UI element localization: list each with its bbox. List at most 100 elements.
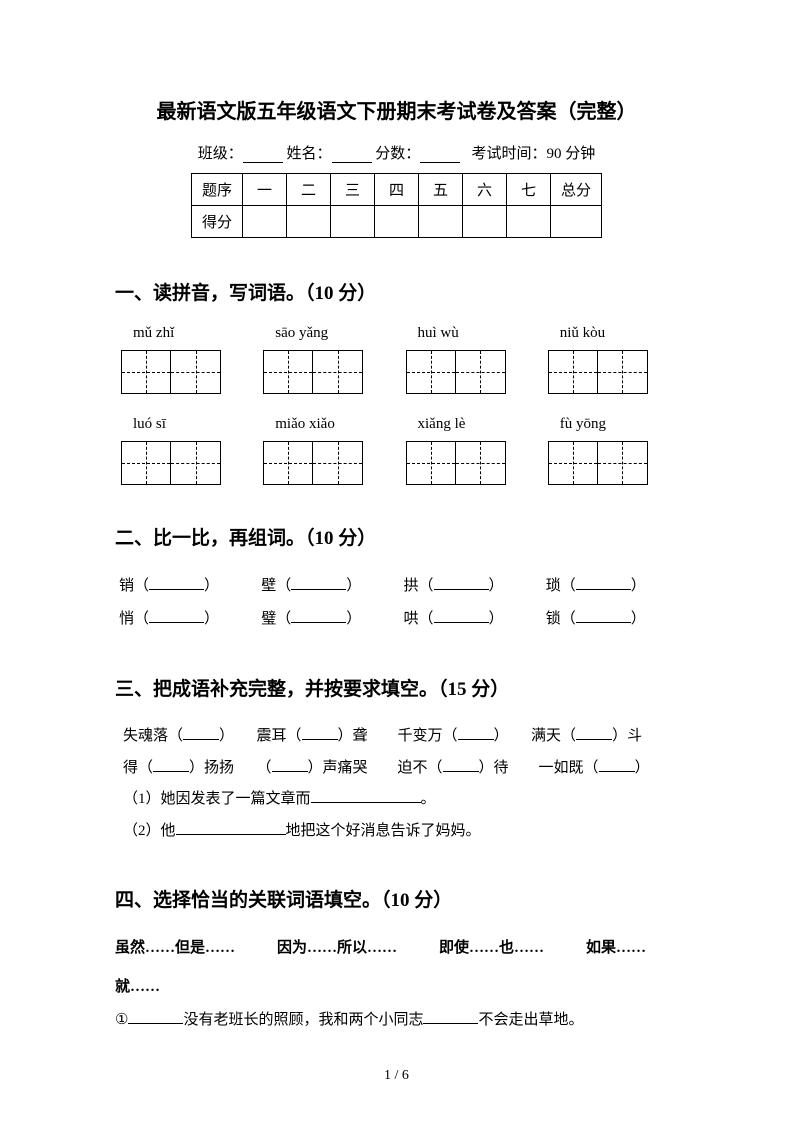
answer-blank[interactable] xyxy=(423,1009,478,1024)
idiom-block: 失魂落（） 震耳（）聋 千变万（） 满天（）斗 得（）扬扬 （）声痛哭 迫不（）… xyxy=(115,721,678,847)
pinyin-item: niǔ kòu xyxy=(548,325,672,394)
compare-item: 璧（） xyxy=(261,603,393,636)
score-table: 题序 一 二 三 四 五 六 七 总分 得分 xyxy=(191,173,602,238)
answer-blank[interactable] xyxy=(434,575,489,590)
document-title: 最新语文版五年级语文下册期末考试卷及答案（完整） xyxy=(115,95,678,124)
answer-blank[interactable] xyxy=(599,757,635,772)
header-cell: 二 xyxy=(287,174,331,206)
compare-item: 悄（） xyxy=(119,603,251,636)
name-blank[interactable] xyxy=(332,147,372,163)
pinyin-row-2: luó sī miǎo xiǎo xiǎng lè fù yōng xyxy=(115,416,678,485)
pinyin-row-1: mǔ zhǐ sāo yǎng huì wù niǔ kòu xyxy=(115,325,678,394)
compare-item: 琐（） xyxy=(546,570,678,603)
tianzige-box[interactable] xyxy=(548,350,648,394)
conj-option: 因为……所以…… xyxy=(277,932,397,965)
answer-blank[interactable] xyxy=(576,608,631,623)
word-compare-row: 销（） 壁（） 拱（） 琐（） xyxy=(119,570,678,603)
header-cell: 五 xyxy=(419,174,463,206)
header-cell: 七 xyxy=(507,174,551,206)
conj-question: ①没有老班长的照顾，我和两个小同志不会走出草地。 xyxy=(115,1004,678,1037)
tianzige-box[interactable] xyxy=(406,350,506,394)
conj-option: 即使……也…… xyxy=(439,932,544,965)
header-cell: 题序 xyxy=(191,174,242,206)
score-cell[interactable] xyxy=(331,206,375,238)
tianzige-box[interactable] xyxy=(263,350,363,394)
score-table-header-row: 题序 一 二 三 四 五 六 七 总分 xyxy=(191,174,601,206)
conj-option-cont: 就…… xyxy=(115,971,678,1004)
conjunction-block: 虽然……但是…… 因为……所以…… 即使……也…… 如果…… 就…… ①没有老班… xyxy=(115,932,678,1037)
tianzige-box[interactable] xyxy=(263,441,363,485)
conjunction-options: 虽然……但是…… 因为……所以…… 即使……也…… 如果…… xyxy=(115,932,678,965)
class-blank[interactable] xyxy=(243,147,283,163)
compare-item: 锁（） xyxy=(546,603,678,636)
tianzige-box[interactable] xyxy=(121,350,221,394)
section2-heading: 二、比一比，再组词。（10 分） xyxy=(115,523,678,550)
score-cell[interactable] xyxy=(419,206,463,238)
pinyin-item: miǎo xiǎo xyxy=(263,416,387,485)
tianzige-box[interactable] xyxy=(548,441,648,485)
pinyin-label: miǎo xiǎo xyxy=(263,416,387,433)
pinyin-label: niǔ kòu xyxy=(548,325,672,342)
time-label: 考试时间：90 分钟 xyxy=(472,146,596,162)
score-cell[interactable] xyxy=(375,206,419,238)
word-compare-row: 悄（） 璧（） 哄（） 锁（） xyxy=(119,603,678,636)
row-label-cell: 得分 xyxy=(191,206,242,238)
header-cell: 六 xyxy=(463,174,507,206)
answer-blank[interactable] xyxy=(291,608,346,623)
pinyin-item: huì wù xyxy=(406,325,530,394)
answer-blank[interactable] xyxy=(176,820,286,835)
idiom-line: 得（）扬扬 （）声痛哭 迫不（）待 一如既（） xyxy=(123,753,678,785)
pinyin-item: mǔ zhǐ xyxy=(121,325,245,394)
score-cell[interactable] xyxy=(507,206,551,238)
class-label: 班级： xyxy=(198,146,243,162)
pinyin-item: luó sī xyxy=(121,416,245,485)
pinyin-label: fù yōng xyxy=(548,416,672,433)
header-cell: 四 xyxy=(375,174,419,206)
tianzige-box[interactable] xyxy=(121,441,221,485)
score-cell[interactable] xyxy=(243,206,287,238)
pinyin-item: xiǎng lè xyxy=(406,416,530,485)
answer-blank[interactable] xyxy=(434,608,489,623)
compare-item: 拱（） xyxy=(404,570,536,603)
section3-heading: 三、把成语补充完整，并按要求填空。（15 分） xyxy=(115,674,678,701)
answer-blank[interactable] xyxy=(443,757,479,772)
idiom-line: 失魂落（） 震耳（）聋 千变万（） 满天（）斗 xyxy=(123,721,678,753)
answer-blank[interactable] xyxy=(458,725,494,740)
header-cell: 总分 xyxy=(551,174,602,206)
compare-item: 壁（） xyxy=(261,570,393,603)
answer-blank[interactable] xyxy=(576,575,631,590)
score-cell[interactable] xyxy=(287,206,331,238)
pinyin-label: xiǎng lè xyxy=(406,416,530,433)
pinyin-label: sāo yǎng xyxy=(263,325,387,342)
answer-blank[interactable] xyxy=(576,725,612,740)
score-cell[interactable] xyxy=(551,206,602,238)
student-info-line: 班级： 姓名： 分数： 考试时间：90 分钟 xyxy=(115,142,678,163)
score-table-score-row: 得分 xyxy=(191,206,601,238)
score-blank[interactable] xyxy=(420,147,460,163)
answer-blank[interactable] xyxy=(183,725,219,740)
page-number: 1 / 6 xyxy=(0,1068,793,1084)
answer-blank[interactable] xyxy=(149,575,204,590)
answer-blank[interactable] xyxy=(272,757,308,772)
section1-heading: 一、读拼音，写词语。（10 分） xyxy=(115,278,678,305)
pinyin-item: sāo yǎng xyxy=(263,325,387,394)
score-label: 分数： xyxy=(375,146,420,162)
idiom-question: （2）他地把这个好消息告诉了妈妈。 xyxy=(123,816,678,848)
section4-heading: 四、选择恰当的关联词语填空。（10 分） xyxy=(115,885,678,912)
pinyin-label: huì wù xyxy=(406,325,530,342)
idiom-question: （1）她因发表了一篇文章而。 xyxy=(123,784,678,816)
answer-blank[interactable] xyxy=(153,757,189,772)
tianzige-box[interactable] xyxy=(406,441,506,485)
name-label: 姓名： xyxy=(286,146,331,162)
header-cell: 一 xyxy=(243,174,287,206)
answer-blank[interactable] xyxy=(149,608,204,623)
pinyin-item: fù yōng xyxy=(548,416,672,485)
answer-blank[interactable] xyxy=(302,725,338,740)
conj-option: 虽然……但是…… xyxy=(115,932,235,965)
answer-blank[interactable] xyxy=(128,1009,183,1024)
answer-blank[interactable] xyxy=(311,788,421,803)
header-cell: 三 xyxy=(331,174,375,206)
score-cell[interactable] xyxy=(463,206,507,238)
answer-blank[interactable] xyxy=(291,575,346,590)
compare-item: 销（） xyxy=(119,570,251,603)
